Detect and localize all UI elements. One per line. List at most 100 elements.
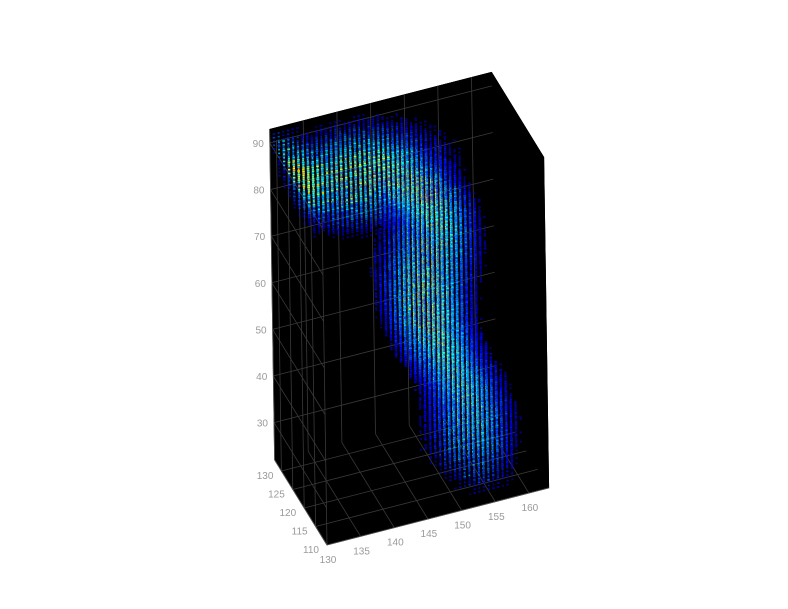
voxel — [400, 124, 403, 127]
voxel — [362, 114, 365, 116]
voxel — [367, 122, 370, 124]
voxel — [329, 131, 332, 134]
voxel — [374, 285, 377, 287]
voxel — [315, 133, 318, 136]
voxel — [424, 431, 427, 433]
voxel — [329, 139, 333, 141]
voxel — [278, 161, 280, 164]
voxel — [367, 135, 370, 137]
voxel — [378, 253, 382, 256]
voxel — [381, 131, 385, 134]
voxel — [324, 134, 328, 137]
voxel — [348, 121, 351, 123]
voxel — [419, 121, 422, 124]
voxel — [379, 287, 382, 290]
voxel — [329, 126, 332, 128]
voxel — [272, 133, 276, 135]
voxel — [329, 133, 333, 136]
voxel — [292, 145, 295, 147]
voxel — [287, 148, 291, 150]
voxel — [292, 162, 295, 164]
voxel — [369, 275, 372, 277]
voxel — [287, 152, 290, 154]
voxel — [429, 130, 432, 133]
voxel — [353, 146, 357, 148]
voxel — [320, 147, 324, 149]
voxel — [306, 147, 309, 149]
voxel — [348, 127, 351, 129]
voxel — [348, 136, 352, 138]
voxel — [283, 175, 286, 178]
voxel — [419, 389, 422, 392]
voxel — [305, 136, 309, 138]
voxel — [357, 115, 361, 117]
voxel — [315, 126, 318, 128]
voxel — [433, 129, 437, 132]
voxel — [400, 121, 403, 123]
voxel — [334, 128, 337, 131]
voxel — [379, 306, 383, 308]
voxel — [376, 116, 379, 118]
voxel — [372, 141, 375, 144]
voxel — [374, 283, 378, 285]
voxel — [306, 139, 309, 142]
voxel — [334, 132, 337, 135]
voxel — [338, 120, 341, 122]
voxel — [283, 164, 286, 167]
voxel — [363, 127, 365, 129]
voxel — [282, 149, 286, 152]
voxel — [362, 134, 366, 137]
voxel — [343, 135, 347, 138]
voxel — [334, 130, 337, 133]
voxel — [334, 143, 338, 146]
voxel — [315, 137, 318, 139]
voxel — [292, 152, 295, 155]
voxel — [334, 140, 338, 142]
voxel — [405, 129, 408, 131]
voxel — [374, 260, 377, 263]
voxel — [315, 141, 319, 143]
voxel — [424, 416, 426, 418]
voxel — [358, 130, 361, 132]
voxel — [378, 235, 381, 237]
voxel — [277, 139, 280, 142]
voxel — [419, 432, 422, 435]
voxel — [330, 141, 333, 143]
voxel — [375, 316, 378, 319]
voxel — [329, 128, 332, 130]
voxel — [348, 132, 351, 135]
voxel — [325, 131, 327, 133]
voxel — [386, 124, 389, 127]
voxel — [358, 145, 361, 147]
voxel — [424, 418, 427, 420]
voxel — [372, 134, 375, 136]
voxel — [353, 135, 356, 137]
voxel — [277, 135, 280, 138]
voxel — [414, 123, 418, 125]
voxel — [405, 119, 408, 122]
voxel — [287, 153, 290, 156]
voxel — [415, 130, 418, 133]
voxel — [324, 133, 328, 135]
voxel — [379, 295, 382, 297]
voxel — [339, 127, 341, 130]
voxel — [374, 251, 377, 253]
voxel — [353, 116, 356, 118]
voxel — [296, 140, 300, 142]
voxel — [282, 147, 285, 150]
grid-line-x-floor — [307, 451, 361, 537]
voxel — [320, 151, 323, 153]
grid-line-y-side — [321, 214, 328, 546]
voxel — [367, 127, 370, 130]
voxel — [385, 332, 387, 335]
voxel — [419, 419, 422, 422]
voxel — [301, 144, 304, 147]
voxel — [384, 334, 388, 337]
voxel — [362, 117, 365, 120]
voxel — [378, 255, 382, 258]
voxel — [358, 128, 360, 130]
voxel — [283, 170, 286, 172]
voxel — [376, 119, 380, 122]
voxel — [424, 448, 428, 450]
voxel — [410, 122, 412, 124]
